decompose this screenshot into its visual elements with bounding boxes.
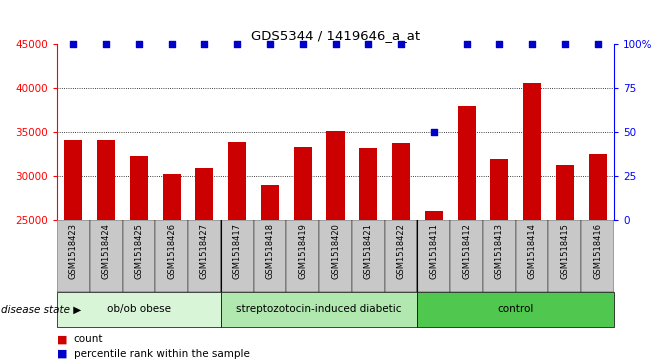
Text: GSM1518422: GSM1518422 bbox=[397, 223, 405, 279]
Text: GSM1518427: GSM1518427 bbox=[200, 223, 209, 279]
Bar bbox=[359, 148, 377, 220]
Text: streptozotocin-induced diabetic: streptozotocin-induced diabetic bbox=[236, 305, 402, 314]
Text: GSM1518423: GSM1518423 bbox=[69, 223, 78, 279]
Bar bbox=[425, 211, 443, 220]
Bar bbox=[588, 155, 607, 220]
Text: GSM1518424: GSM1518424 bbox=[102, 223, 111, 279]
Text: GSM1518417: GSM1518417 bbox=[233, 223, 242, 279]
Text: GSM1518414: GSM1518414 bbox=[527, 223, 537, 279]
Bar bbox=[294, 147, 312, 220]
Bar bbox=[548, 220, 581, 292]
Bar bbox=[581, 220, 614, 292]
Text: ■: ■ bbox=[57, 349, 68, 359]
Bar bbox=[384, 220, 417, 292]
Bar bbox=[90, 220, 123, 292]
Bar bbox=[130, 156, 148, 220]
Bar bbox=[123, 220, 155, 292]
Bar bbox=[254, 220, 287, 292]
Bar bbox=[417, 220, 450, 292]
Point bbox=[461, 41, 472, 46]
Bar bbox=[450, 220, 483, 292]
Text: percentile rank within the sample: percentile rank within the sample bbox=[74, 349, 250, 359]
Text: GSM1518413: GSM1518413 bbox=[495, 223, 504, 279]
Bar bbox=[261, 185, 279, 220]
Text: GSM1518419: GSM1518419 bbox=[298, 223, 307, 279]
Bar bbox=[155, 220, 188, 292]
Bar bbox=[221, 220, 254, 292]
Title: GDS5344 / 1419646_a_at: GDS5344 / 1419646_a_at bbox=[251, 29, 420, 42]
Text: GSM1518421: GSM1518421 bbox=[364, 223, 373, 279]
Bar bbox=[458, 106, 476, 220]
Bar bbox=[417, 292, 614, 327]
Bar bbox=[195, 168, 213, 220]
Text: GSM1518412: GSM1518412 bbox=[462, 223, 471, 279]
Bar bbox=[319, 220, 352, 292]
Bar bbox=[327, 131, 344, 220]
Point bbox=[396, 41, 407, 46]
Point bbox=[527, 41, 537, 46]
Bar bbox=[287, 220, 319, 292]
Point bbox=[428, 129, 439, 134]
Bar bbox=[516, 220, 548, 292]
Text: GSM1518425: GSM1518425 bbox=[134, 223, 144, 279]
Text: GSM1518416: GSM1518416 bbox=[593, 223, 602, 279]
Text: GSM1518418: GSM1518418 bbox=[266, 223, 274, 279]
Bar bbox=[64, 139, 83, 220]
Bar bbox=[483, 220, 516, 292]
Bar bbox=[392, 143, 410, 220]
Point bbox=[134, 41, 144, 46]
Text: disease state ▶: disease state ▶ bbox=[1, 305, 81, 314]
Text: ■: ■ bbox=[57, 334, 68, 344]
Bar bbox=[352, 220, 384, 292]
Bar bbox=[162, 174, 180, 220]
Point bbox=[297, 41, 308, 46]
Bar bbox=[228, 142, 246, 220]
Point bbox=[264, 41, 275, 46]
Bar bbox=[188, 220, 221, 292]
Bar bbox=[523, 83, 541, 220]
Text: GSM1518426: GSM1518426 bbox=[167, 223, 176, 279]
Text: count: count bbox=[74, 334, 103, 344]
Point bbox=[199, 41, 210, 46]
Point bbox=[592, 41, 603, 46]
Point bbox=[101, 41, 111, 46]
Point bbox=[560, 41, 570, 46]
Point bbox=[494, 41, 505, 46]
Point bbox=[232, 41, 243, 46]
Text: GSM1518420: GSM1518420 bbox=[331, 223, 340, 279]
Bar bbox=[491, 159, 509, 220]
Point bbox=[166, 41, 177, 46]
Text: GSM1518415: GSM1518415 bbox=[560, 223, 569, 279]
Point bbox=[363, 41, 374, 46]
Point bbox=[68, 41, 79, 46]
Bar bbox=[97, 140, 115, 220]
Bar bbox=[221, 292, 417, 327]
Text: ob/ob obese: ob/ob obese bbox=[107, 305, 171, 314]
Bar bbox=[57, 220, 90, 292]
Text: control: control bbox=[497, 305, 534, 314]
Bar bbox=[57, 292, 221, 327]
Bar bbox=[556, 165, 574, 220]
Text: GSM1518411: GSM1518411 bbox=[429, 223, 438, 279]
Point bbox=[330, 41, 341, 46]
